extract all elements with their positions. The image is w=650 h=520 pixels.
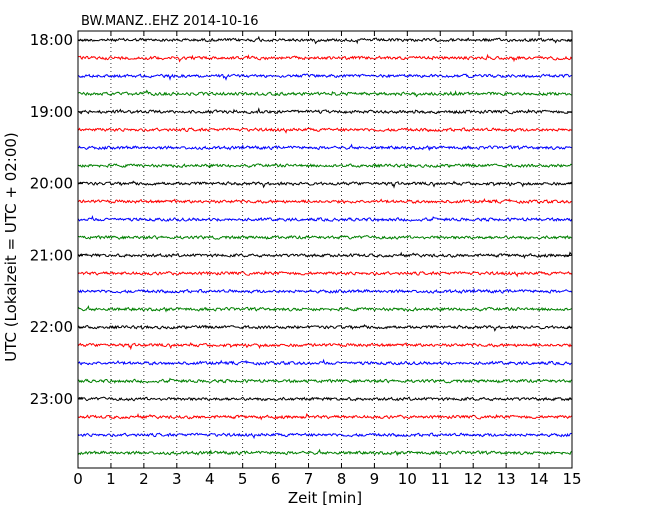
- trace-line: [77, 323, 572, 332]
- trace-line: [77, 73, 572, 81]
- x-axis-label: Zeit [min]: [288, 489, 362, 507]
- x-tick-label: 10: [398, 470, 417, 488]
- x-tick-label: 4: [205, 470, 215, 488]
- x-tick-label: 15: [562, 470, 581, 488]
- x-tick-label: 11: [431, 470, 450, 488]
- trace-line: [77, 53, 572, 63]
- x-tick-label: 3: [172, 470, 182, 488]
- x-tick-label: 8: [337, 470, 347, 488]
- y-tick-label: 23:00: [30, 390, 73, 408]
- vertical-grid: [110, 31, 540, 468]
- x-tick-label: 1: [106, 470, 116, 488]
- trace-line: [77, 143, 572, 152]
- trace-line: [77, 396, 572, 402]
- traces: [77, 35, 573, 457]
- trace-line: [77, 448, 572, 457]
- trace-line: [77, 127, 572, 134]
- trace-line: [77, 358, 572, 366]
- chart-title: BW.MANZ..EHZ 2014-10-16: [81, 14, 259, 29]
- x-tick-label: 2: [139, 470, 149, 488]
- x-tick-label: 13: [497, 470, 516, 488]
- y-tick-label: 18:00: [30, 31, 73, 49]
- trace-line: [77, 180, 572, 189]
- y-tick-label: 20:00: [30, 175, 73, 193]
- trace-line: [77, 270, 572, 278]
- trace-line: [77, 287, 573, 295]
- y-tick-label: 19:00: [30, 103, 73, 121]
- trace-line: [77, 235, 572, 240]
- x-axis-ticks: 0 1 2 3 4 5 6 7 8 9 10 11 12 13 14 15: [73, 31, 582, 488]
- x-tick-label: 6: [271, 470, 281, 488]
- plot-frame: [77, 30, 573, 469]
- x-tick-label: 7: [304, 470, 314, 488]
- trace-line: [77, 163, 572, 169]
- y-tick-label: 22:00: [30, 318, 73, 336]
- x-tick-label: 12: [464, 470, 483, 488]
- x-tick-label: 0: [73, 470, 83, 488]
- trace-line: [77, 251, 572, 259]
- trace-line: [77, 377, 572, 384]
- trace-line: [77, 214, 573, 223]
- trace-line: [77, 432, 572, 440]
- trace-line: [77, 107, 572, 115]
- trace-line: [77, 342, 572, 351]
- trace-line: [77, 198, 572, 204]
- trace-line: [77, 89, 572, 98]
- x-tick-label: 14: [530, 470, 549, 488]
- trace-line: [77, 35, 573, 45]
- y-axis-ticks: 18:00 19:00 20:00 21:00 22:00 23:00: [30, 31, 572, 408]
- x-tick-label: 9: [370, 470, 380, 488]
- y-axis-label: UTC (Lokalzeit = UTC + 02:00): [2, 132, 20, 362]
- x-tick-label: 5: [238, 470, 248, 488]
- y-tick-label: 21:00: [30, 246, 73, 264]
- trace-line: [77, 305, 572, 313]
- trace-line: [77, 412, 572, 421]
